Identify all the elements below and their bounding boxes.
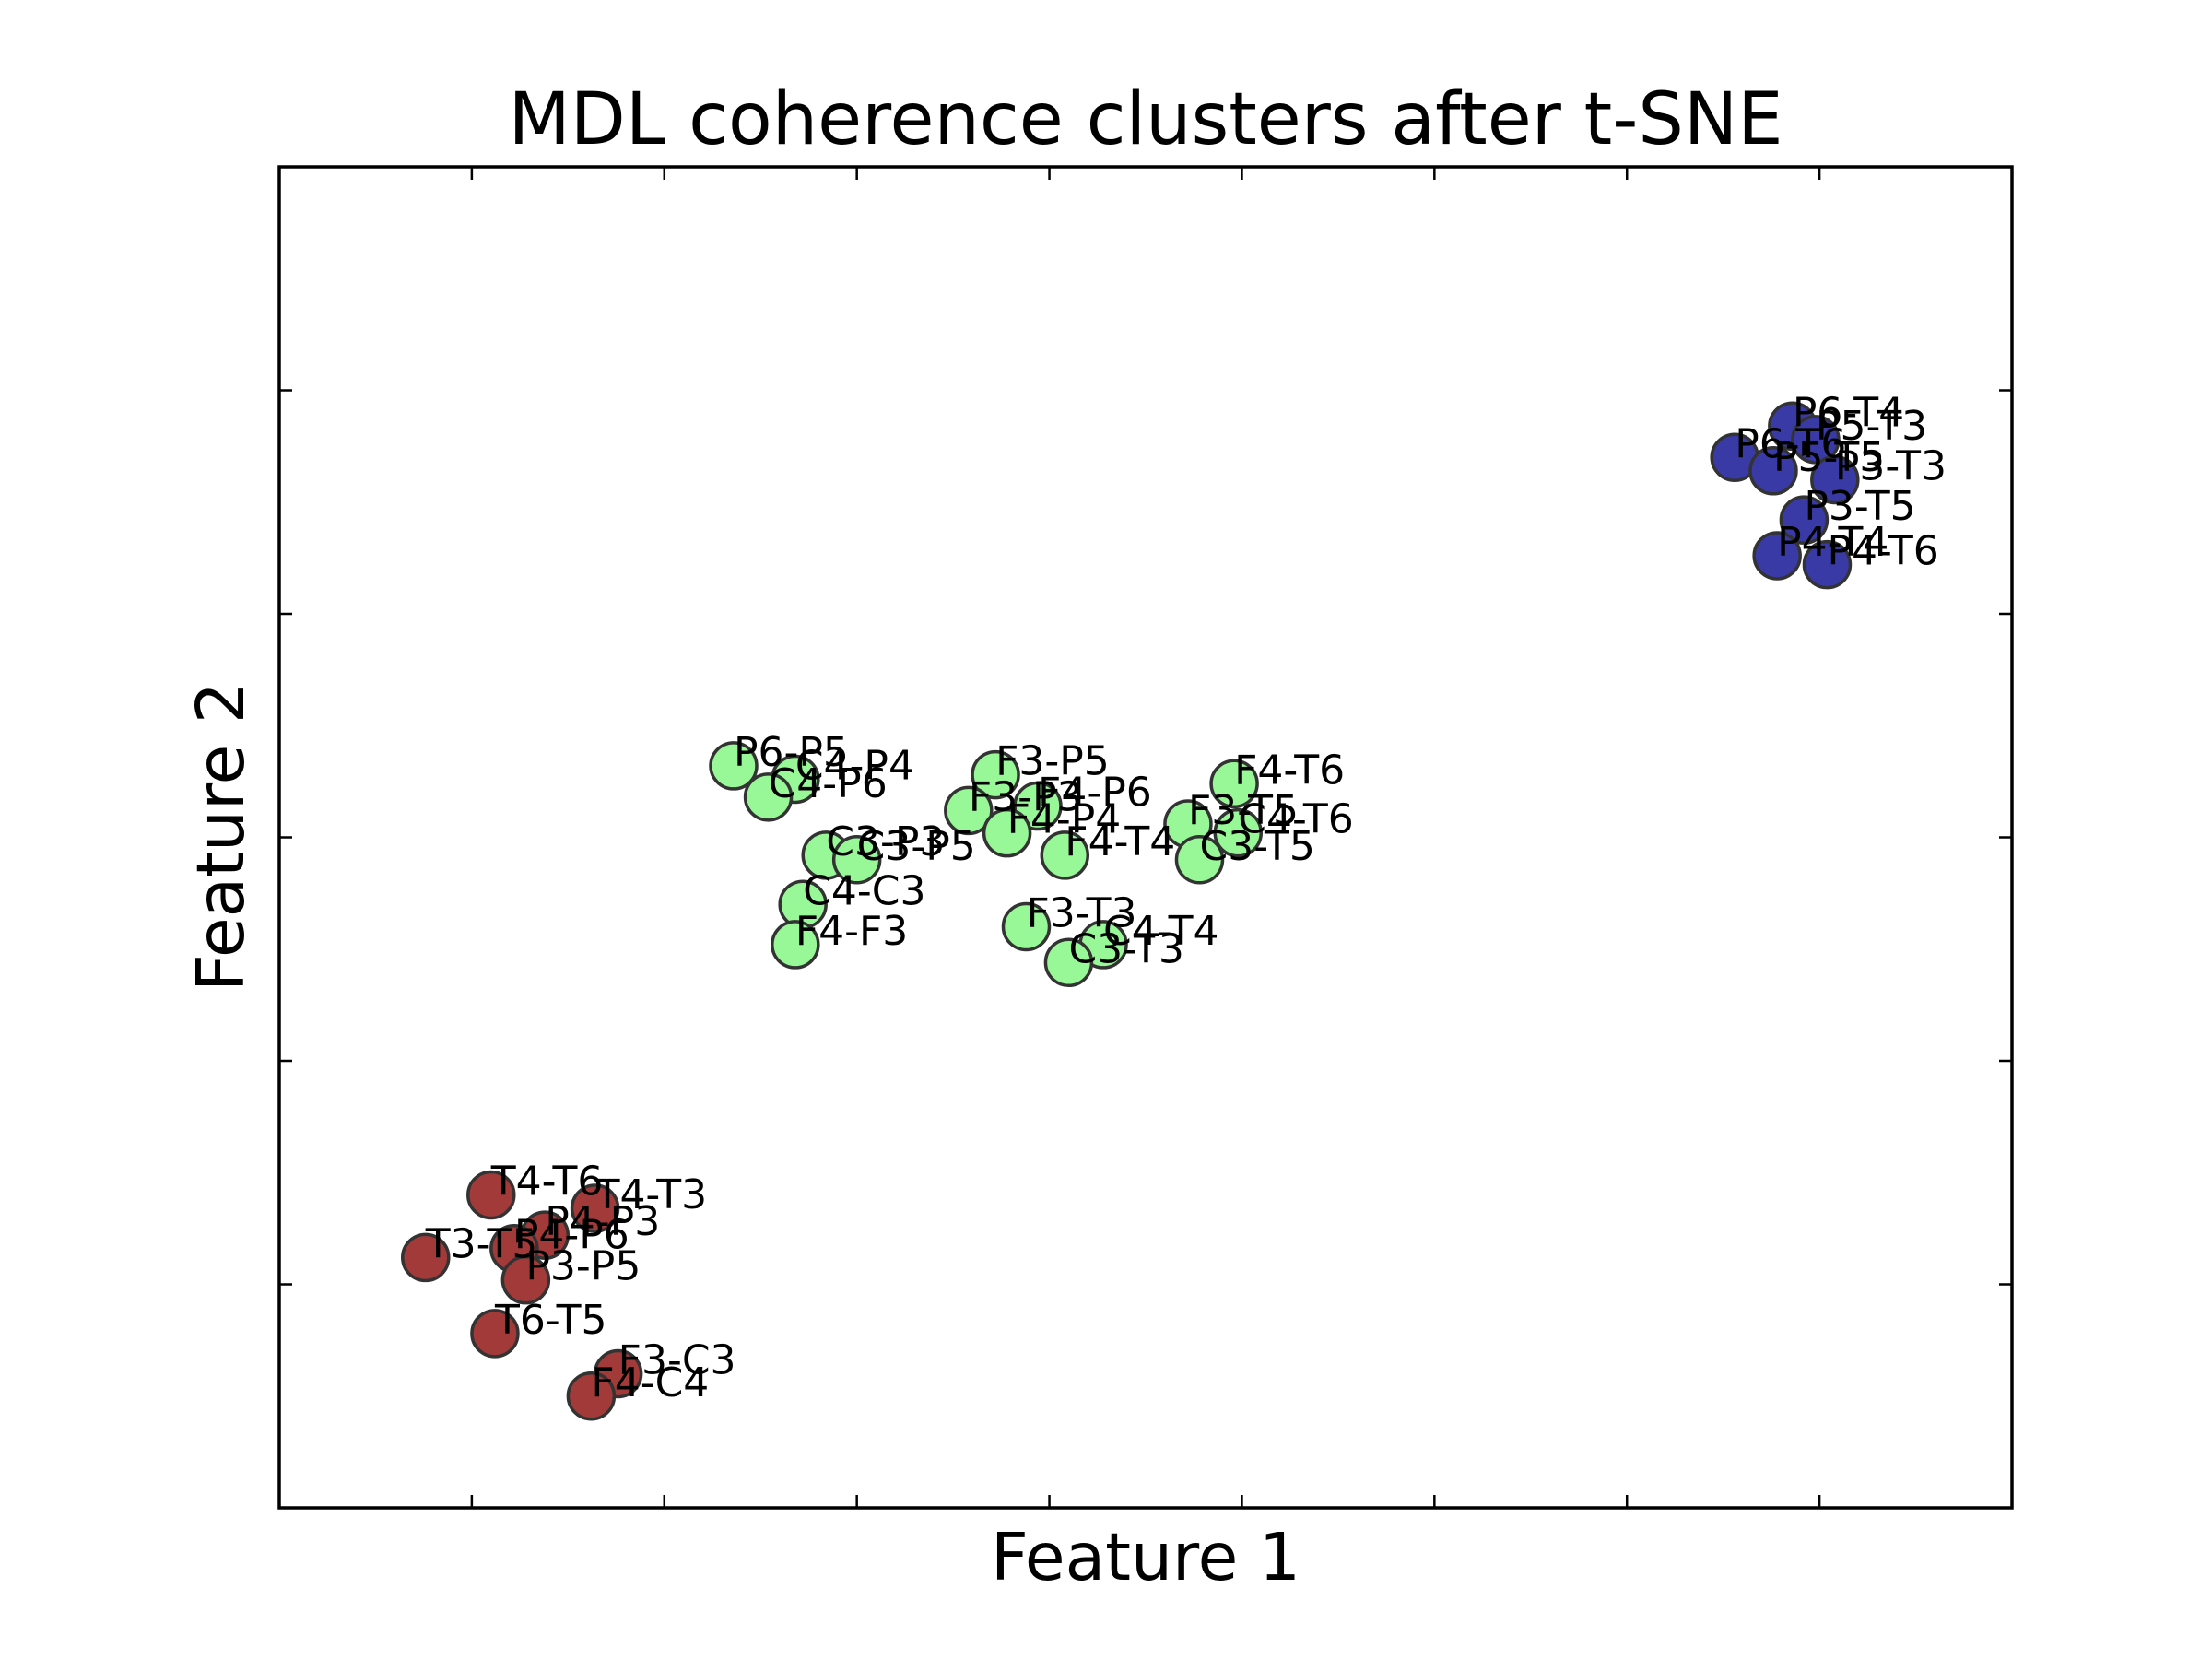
data-point — [1810, 454, 1860, 505]
data-point — [1802, 539, 1853, 590]
point-label: P5-T3 — [1816, 403, 1927, 450]
point-label: C4-P6 — [769, 760, 888, 807]
point-label: C3-T5 — [1199, 823, 1314, 870]
data-point — [982, 807, 1032, 858]
point-label: T6-T5 — [494, 1297, 607, 1344]
data-point — [1213, 807, 1264, 858]
point-label: P6-T4 — [1793, 389, 1904, 436]
point-label: C3-T3 — [1068, 925, 1183, 972]
data-point — [771, 920, 820, 970]
axis-ticks — [279, 167, 2012, 1508]
point-label: F4-T6 — [1234, 747, 1345, 794]
point-label: C4-P4 — [795, 742, 914, 789]
data-point — [1040, 830, 1090, 880]
point-label: F4-C4 — [591, 1359, 709, 1406]
data-point — [401, 1232, 451, 1283]
point-label: P6-T6 — [1735, 420, 1846, 467]
point-label: F3-T5 — [1188, 787, 1299, 834]
point-label: P3-T3 — [1835, 443, 1947, 490]
point-label: F4-P6 — [1038, 770, 1152, 817]
point-label: F3-T3 — [1026, 890, 1136, 937]
plot-frame — [277, 165, 2014, 1510]
point-label: T4-T6 — [490, 1159, 604, 1206]
point-label: T4-T3 — [594, 1171, 708, 1218]
point-label: P5-T5 — [1773, 434, 1885, 481]
data-point — [470, 1309, 520, 1359]
point-label: P4-T4 — [1777, 519, 1888, 566]
data-point — [1209, 759, 1259, 809]
point-label: F3-C3 — [618, 1337, 736, 1384]
point-label: P6-P5 — [734, 729, 849, 776]
data-point — [1001, 901, 1052, 952]
chart-title: MDL coherence clusters after t-SNE — [509, 78, 1783, 161]
data-point — [944, 785, 994, 836]
data-point — [1752, 531, 1802, 581]
point-label: C4-T4 — [1103, 908, 1218, 955]
point-label: P3-P5 — [525, 1243, 641, 1290]
point-label: F3-P3 — [969, 773, 1083, 820]
point-label: P4-P3 — [545, 1198, 660, 1245]
point-label: C3-P5 — [857, 823, 976, 870]
point-label: P3-T5 — [1804, 483, 1915, 530]
point-label: F3-P5 — [995, 738, 1110, 785]
data-point — [743, 772, 794, 822]
data-point — [500, 1254, 551, 1305]
point-label: F4-T4 — [1065, 818, 1175, 865]
y-axis-label: Feature 2 — [182, 682, 259, 992]
data-point — [1748, 446, 1798, 496]
point-label: P4-T6 — [1827, 528, 1938, 575]
data-point — [1043, 937, 1094, 988]
data-point — [570, 1183, 620, 1233]
data-point — [1174, 835, 1225, 885]
point-label: T3-T5 — [425, 1220, 538, 1267]
data-point — [971, 749, 1020, 800]
point-label: C3-P3 — [826, 818, 945, 865]
data-point — [466, 1170, 516, 1220]
x-axis-label: Feature 1 — [991, 1519, 1300, 1595]
data-point — [831, 835, 882, 885]
data-point — [1779, 495, 1830, 545]
data-point — [709, 741, 759, 791]
data-point — [1791, 415, 1841, 465]
data-point — [566, 1371, 617, 1421]
point-label: P4-P6 — [514, 1212, 629, 1259]
point-label: F4-P4 — [1007, 796, 1122, 843]
point-label: F4-F3 — [795, 908, 908, 955]
point-label: C4-C3 — [803, 867, 925, 914]
point-label: C4-T6 — [1238, 796, 1353, 843]
